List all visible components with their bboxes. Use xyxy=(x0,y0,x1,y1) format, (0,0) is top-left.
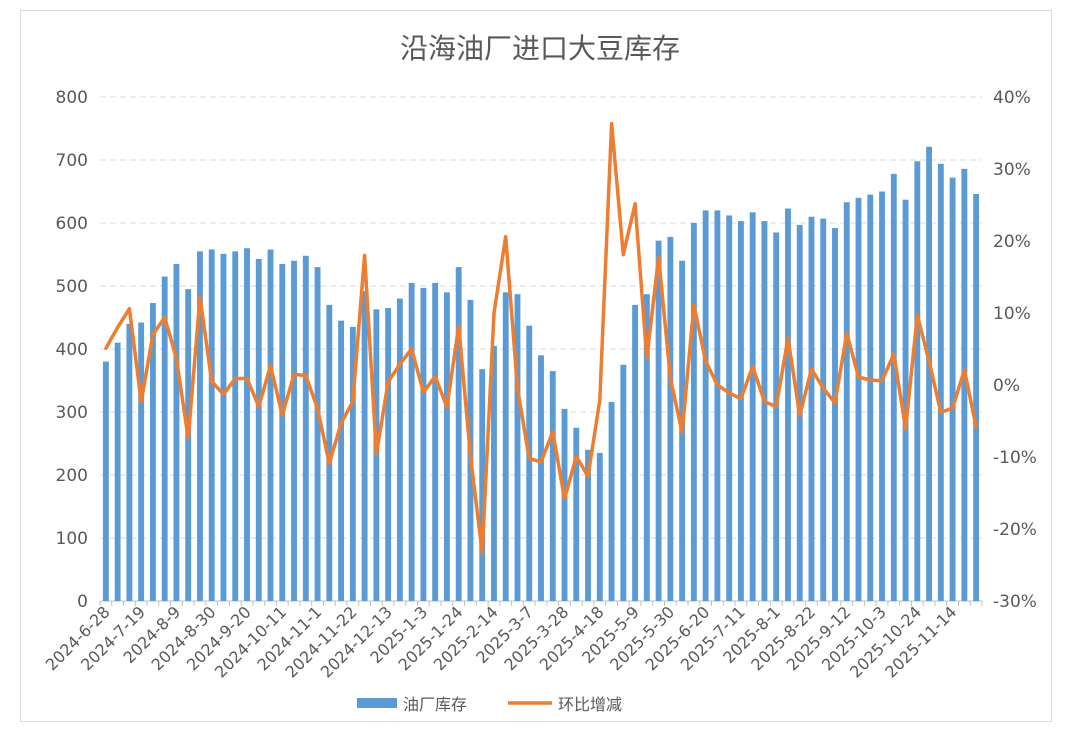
bar xyxy=(632,304,639,601)
legend-label-line: 环比增减 xyxy=(558,695,622,714)
bar xyxy=(244,248,250,601)
bar xyxy=(432,282,439,601)
bar xyxy=(667,236,674,602)
bar xyxy=(855,197,862,602)
x-axis: 2024-6-282024-7-192024-8-92024-8-302024-… xyxy=(42,601,983,682)
bar xyxy=(690,223,697,601)
bar xyxy=(961,168,968,601)
left-tick-label: 0 xyxy=(77,592,88,612)
left-tick-label: 100 xyxy=(56,529,88,549)
bar xyxy=(173,263,180,601)
bar xyxy=(549,371,556,601)
bar xyxy=(279,263,286,601)
bar xyxy=(502,292,509,601)
left-axis: 0 100 200 300 400 500 600 700 800 xyxy=(56,88,88,612)
bar xyxy=(749,212,756,602)
right-axis: -30% -20% -10% 0% 10% 20% 30% 40% xyxy=(993,88,1037,612)
left-tick-label: 500 xyxy=(56,277,88,297)
bar xyxy=(338,320,345,601)
bar xyxy=(232,251,239,601)
bar xyxy=(526,325,533,601)
bar xyxy=(785,208,791,601)
bar xyxy=(937,163,944,601)
bar xyxy=(879,191,885,601)
bar xyxy=(491,345,497,601)
bar xyxy=(255,258,262,601)
bar xyxy=(361,291,368,601)
bar-series xyxy=(102,146,980,602)
bar xyxy=(161,276,168,601)
bar xyxy=(585,449,591,601)
line-series xyxy=(104,121,978,555)
right-tick-label: 40% xyxy=(993,88,1031,108)
bar xyxy=(138,322,145,601)
bar xyxy=(573,427,580,601)
legend-swatch-bar xyxy=(357,698,397,708)
right-tick-label: 30% xyxy=(993,160,1031,180)
bar xyxy=(702,210,709,601)
bar xyxy=(832,228,838,602)
left-tick-label: 600 xyxy=(56,214,88,234)
bar xyxy=(267,249,274,601)
left-tick-label: 800 xyxy=(56,88,88,108)
bar xyxy=(455,267,462,601)
left-tick-label: 200 xyxy=(56,466,88,486)
bar xyxy=(396,298,403,601)
bar xyxy=(620,364,627,601)
bar xyxy=(443,292,450,601)
right-tick-label: 10% xyxy=(993,304,1031,324)
bar xyxy=(314,267,321,601)
bar xyxy=(808,216,815,601)
chart-title: 沿海油厂进口大豆库存 xyxy=(400,32,680,65)
bar xyxy=(867,194,874,601)
bar xyxy=(561,408,568,601)
legend: 油厂库存 环比增减 xyxy=(357,695,622,714)
bar xyxy=(514,294,521,601)
bar xyxy=(408,282,415,601)
bar xyxy=(773,232,780,601)
bar xyxy=(820,218,827,601)
left-tick-label: 400 xyxy=(56,340,88,360)
bar xyxy=(538,355,544,601)
bar xyxy=(220,253,227,601)
bar xyxy=(655,240,662,601)
bar xyxy=(420,287,427,601)
bar xyxy=(479,369,486,601)
right-tick-label: -20% xyxy=(993,520,1037,540)
bar xyxy=(843,202,850,601)
bar xyxy=(326,304,333,601)
bar xyxy=(114,342,121,601)
legend-label-bar: 油厂库存 xyxy=(403,695,467,714)
left-tick-label: 300 xyxy=(56,403,88,423)
right-tick-label: -30% xyxy=(993,592,1037,612)
bar xyxy=(737,221,744,602)
bar xyxy=(291,260,297,601)
bar xyxy=(914,161,921,601)
bar xyxy=(102,361,109,601)
left-tick-label: 700 xyxy=(56,151,88,171)
bar xyxy=(197,251,203,601)
bar xyxy=(149,303,156,601)
right-tick-label: 20% xyxy=(993,232,1031,252)
bar xyxy=(761,221,768,602)
bar xyxy=(726,215,733,601)
bar xyxy=(926,146,933,601)
bar xyxy=(349,326,356,601)
right-tick-label: 0% xyxy=(993,376,1020,396)
bar xyxy=(714,210,721,601)
bar xyxy=(596,452,603,601)
bar xyxy=(973,194,980,601)
bar xyxy=(643,294,650,601)
bar xyxy=(126,323,133,601)
bar xyxy=(902,199,909,601)
bar xyxy=(385,308,392,601)
bar xyxy=(890,173,897,602)
bar xyxy=(208,249,215,601)
bar xyxy=(185,289,192,601)
bar xyxy=(608,401,615,601)
bar xyxy=(949,177,956,601)
bar xyxy=(302,255,309,601)
right-tick-label: -10% xyxy=(993,448,1037,468)
